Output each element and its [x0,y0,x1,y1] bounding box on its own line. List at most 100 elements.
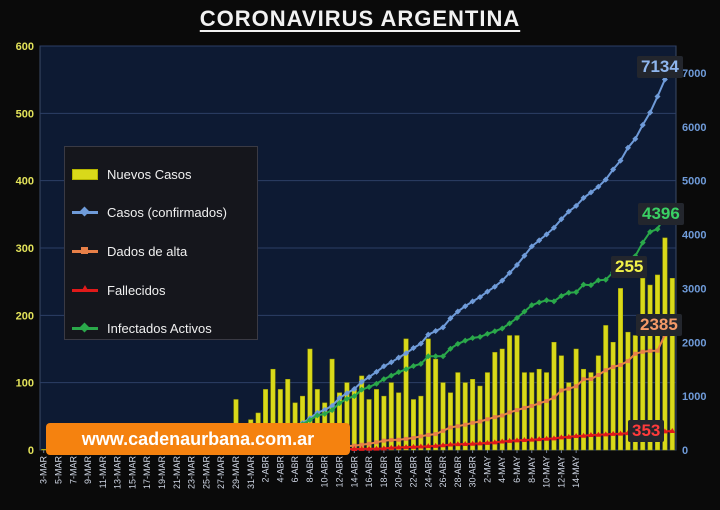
point-infectados-activos [432,353,439,360]
point-casos-confirmados [373,368,380,375]
x-tick-label: 17-MAR [142,456,152,490]
point-dados-de-alta [441,428,446,433]
point-fallecidos [432,442,439,448]
point-casos-confirmados [351,385,358,392]
point-infectados-activos [343,395,350,402]
bar-nuevos-casos [418,395,424,451]
point-fallecidos [580,432,587,438]
point-infectados-activos [521,308,528,315]
point-casos-confirmados [440,324,447,331]
point-dados-de-alta [381,438,386,443]
point-dados-de-alta [655,348,660,353]
bar-nuevos-casos [618,288,624,451]
legend-swatch-fallecidos [71,283,99,297]
bar-nuevos-casos [647,284,653,451]
point-casos-confirmados [610,166,617,173]
point-fallecidos [565,433,572,439]
point-fallecidos [440,442,447,448]
point-dados-de-alta [522,405,527,410]
point-fallecidos [499,438,506,444]
x-tick-label: 27-MAR [216,456,226,490]
point-fallecidos [366,445,373,451]
point-infectados-activos [587,282,594,289]
x-tick-label: 10-ABR [320,456,330,488]
point-dados-de-alta [463,422,468,427]
point-fallecidos [447,441,454,447]
point-casos-confirmados [321,406,328,413]
point-infectados-activos [484,330,491,337]
point-casos-confirmados [358,378,365,385]
point-dados-de-alta [374,440,379,445]
point-casos-confirmados [403,350,410,357]
bar-nuevos-casos [447,392,453,451]
point-casos-confirmados [425,331,432,338]
point-dados-de-alta [352,443,357,448]
point-fallecidos [417,443,424,449]
point-casos-confirmados [380,363,387,370]
x-tick-label: 18-ABR [379,456,389,488]
point-fallecidos [506,437,513,443]
bar-nuevos-casos [484,372,490,451]
point-infectados-activos [536,299,543,306]
point-infectados-activos [550,298,557,305]
point-casos-confirmados [366,374,373,381]
point-dados-de-alta [500,413,505,418]
watermark-banner: www.cadenaurbana.com.ar [46,423,350,455]
point-fallecidos [602,431,609,437]
point-dados-de-alta [470,420,475,425]
callout-casos-total: 7134 [637,56,683,78]
point-infectados-activos [543,297,550,304]
point-dados-de-alta [596,373,601,378]
point-casos-confirmados [624,144,631,151]
x-tick-label: 3-MAR [39,456,49,485]
x-tick-label: 4-MAY [497,456,507,483]
point-fallecidos [491,439,498,445]
x-tick-label: 28-ABR [453,456,463,488]
x-tick-label: 14-ABR [349,456,359,488]
point-fallecidos [514,437,520,443]
point-infectados-activos [366,383,373,390]
point-casos-confirmados [617,157,624,164]
point-dados-de-alta [389,437,394,442]
y-right-tick-label: 5000 [682,176,706,188]
legend-swatch-nuevos-casos [71,167,99,181]
bar-nuevos-casos [477,385,483,451]
point-casos-confirmados [454,308,461,315]
point-fallecidos [373,445,380,451]
point-dados-de-alta [544,399,549,404]
point-dados-de-alta [611,364,616,369]
point-casos-confirmados [499,277,506,284]
x-tick-label: 5-MAR [53,456,63,485]
legend-swatch-infectados-activos [71,322,99,336]
callout-activos-total: 4396 [638,203,684,225]
point-infectados-activos [558,292,565,299]
point-infectados-activos [321,410,328,417]
point-fallecidos [454,441,461,447]
legend-label-casos-confirmados: Casos (confirmados) [107,205,227,221]
point-casos-confirmados [521,252,528,259]
point-dados-de-alta [618,362,623,367]
legend-label-infectados-activos: Infectados Activos [107,321,212,337]
legend-label-dados-de-alta: Dados de alta [107,243,188,259]
point-fallecidos [573,432,580,438]
point-fallecidos [558,434,565,440]
x-tick-label: 26-ABR [438,456,448,488]
point-infectados-activos [602,276,609,283]
point-dados-de-alta [640,349,645,354]
point-fallecidos [395,444,402,450]
bar-nuevos-casos [603,325,609,451]
point-infectados-activos [373,380,380,387]
point-dados-de-alta [411,435,416,440]
point-dados-de-alta [404,436,409,441]
point-casos-confirmados [573,202,580,209]
point-infectados-activos [491,328,498,335]
bar-nuevos-casos [396,392,402,451]
point-infectados-activos [573,289,580,296]
point-infectados-activos [469,334,476,341]
bar-nuevos-casos [581,368,587,451]
point-casos-confirmados [558,216,565,223]
y-left-tick-label: 600 [16,41,34,53]
y-left-tick-label: 0 [28,445,34,457]
x-tick-label: 4-ABR [275,456,285,483]
point-casos-confirmados [587,189,594,196]
